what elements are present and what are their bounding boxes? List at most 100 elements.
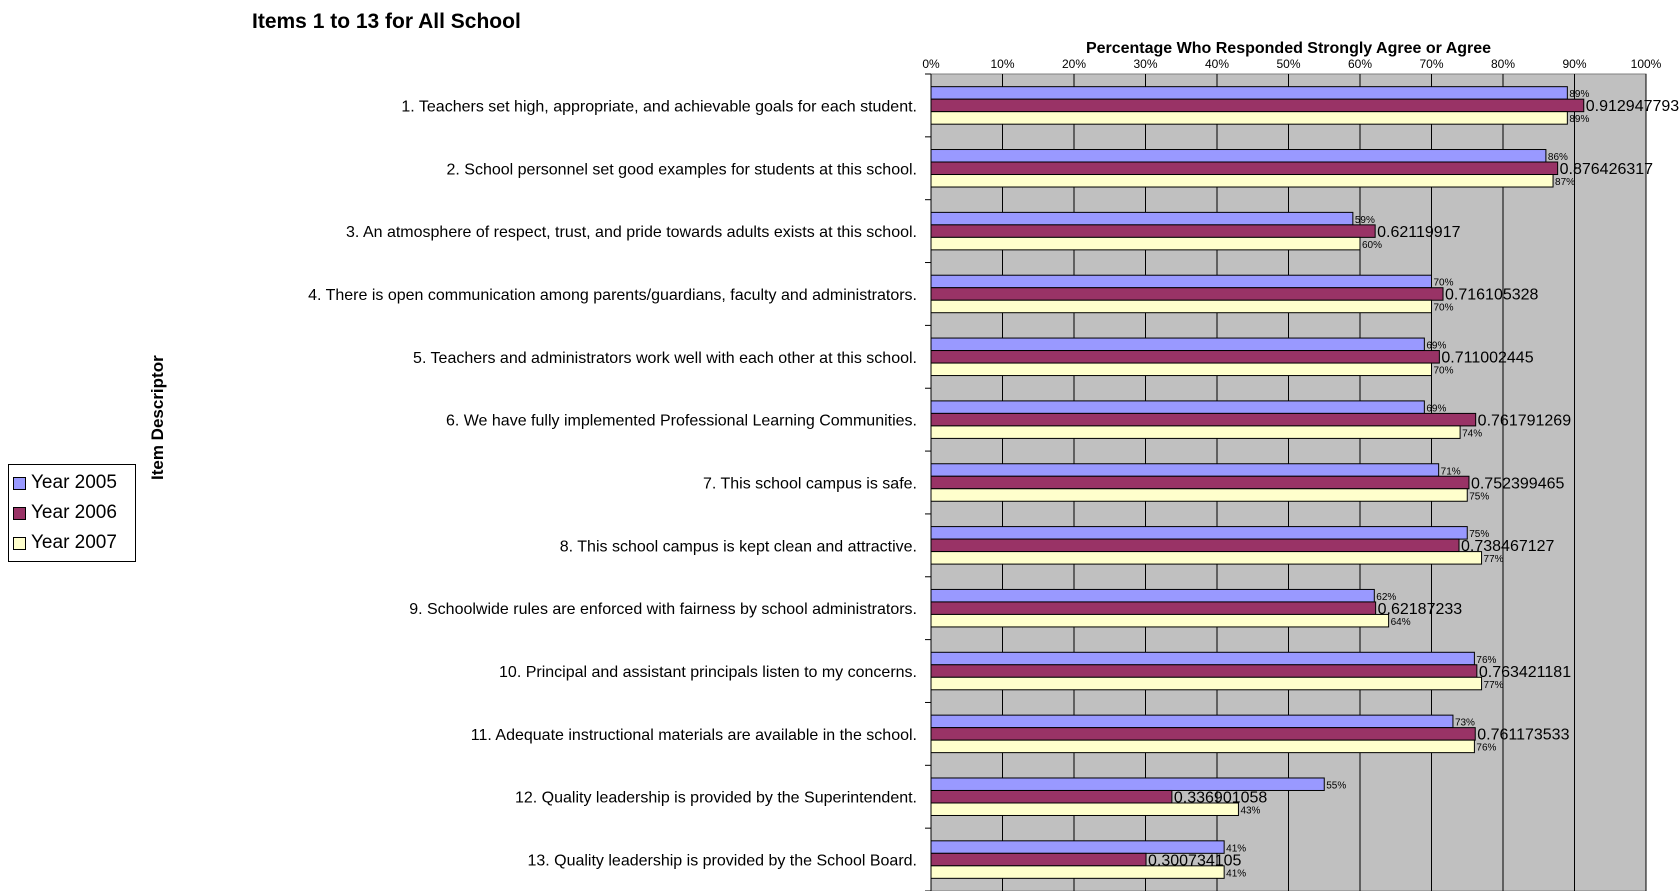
data-label: 70%	[1434, 303, 1454, 314]
bar-year-2007	[930, 551, 1483, 565]
bar-year-2005	[930, 463, 1440, 477]
category-label: 12. Quality leadership is provided by th…	[515, 790, 917, 807]
bar-year-2007	[930, 488, 1468, 502]
bar-year-2005	[930, 400, 1425, 414]
data-label: 0.336901058	[1174, 789, 1268, 806]
data-label: 62%	[1376, 592, 1396, 603]
bar-year-2007	[930, 739, 1475, 754]
data-label: 70%	[1434, 366, 1454, 377]
bar-year-2007	[930, 362, 1432, 377]
legend-swatch-year-2005	[13, 476, 26, 490]
bar-year-2006	[930, 789, 1173, 804]
bar-year-2007	[930, 111, 1568, 125]
bar-year-2007	[930, 174, 1554, 188]
data-label: 76%	[1476, 743, 1496, 754]
legend: Year 2005 Year 2006 Year 2007	[8, 464, 136, 562]
x-tick-label: 10%	[990, 57, 1014, 71]
data-label: 86%	[1548, 152, 1568, 163]
legend-label-year-2005: Year 2005	[31, 472, 117, 493]
legend-label-year-2006: Year 2006	[31, 502, 117, 523]
data-label: 0.763421181	[1479, 664, 1571, 681]
bar-year-2005	[930, 526, 1468, 540]
x-tick-label: 40%	[1205, 57, 1229, 71]
data-label: 0.716105328	[1445, 287, 1539, 304]
bar-year-2006	[930, 727, 1476, 741]
legend-swatch-year-2007	[13, 536, 26, 550]
data-label: 76%	[1476, 655, 1496, 666]
x-tick-label: 100%	[1631, 57, 1662, 71]
bar-year-2007	[930, 802, 1239, 816]
data-label: 0.761173533	[1477, 727, 1569, 744]
data-label: 0.912947793	[1586, 98, 1679, 115]
bar-year-2006	[930, 475, 1470, 490]
category-label: 6. We have fully implemented Professiona…	[446, 413, 917, 430]
bar-year-2007	[930, 299, 1432, 314]
x-tick-label: 60%	[1348, 57, 1372, 71]
bar-year-2006	[930, 287, 1444, 301]
category-label: 3. An atmosphere of respect, trust, and …	[346, 224, 917, 241]
data-label: 0.62187233	[1378, 601, 1463, 618]
data-label: 0.711002445	[1441, 350, 1533, 367]
data-label: 0.752399465	[1471, 475, 1565, 492]
data-label: 69%	[1426, 341, 1446, 352]
bar-year-2005	[930, 337, 1425, 352]
bar-year-2005	[930, 274, 1432, 289]
category-label: 1. Teachers set high, appropriate, and a…	[401, 98, 917, 115]
data-label: 75%	[1469, 529, 1489, 540]
category-label: 7. This school campus is safe.	[703, 476, 917, 493]
legend-item-year-2006: Year 2006	[13, 498, 131, 528]
category-label: 10. Principal and assistant principals l…	[499, 664, 917, 681]
data-label: 0.300734105	[1148, 852, 1242, 869]
legend-item-year-2005: Year 2005	[13, 468, 131, 498]
bar-year-2006	[930, 350, 1440, 364]
category-label: 5. Teachers and administrators work well…	[413, 350, 917, 367]
category-label: 9. Schoolwide rules are enforced with fa…	[409, 601, 917, 618]
data-label: 73%	[1455, 718, 1475, 729]
data-label: 41%	[1226, 843, 1246, 854]
data-label: 64%	[1391, 617, 1411, 628]
bar-year-2005	[930, 211, 1354, 226]
bar-year-2005	[930, 149, 1547, 163]
bar-year-2005	[930, 651, 1475, 666]
x-tick-label: 20%	[1062, 57, 1086, 71]
bar-year-2007	[930, 865, 1225, 879]
data-label: 70%	[1434, 278, 1454, 289]
data-label: 77%	[1484, 554, 1504, 565]
bar-year-2006	[930, 852, 1147, 867]
data-label: 41%	[1226, 868, 1246, 879]
legend-label-year-2007: Year 2007	[31, 532, 117, 553]
data-label: 0.62119917	[1377, 224, 1460, 241]
data-label: 77%	[1484, 680, 1504, 691]
data-label: 75%	[1469, 491, 1489, 502]
data-label: 87%	[1555, 177, 1575, 188]
bar-year-2005	[930, 86, 1568, 100]
data-label: 0.738467127	[1461, 538, 1555, 555]
bar-year-2005	[930, 714, 1454, 729]
bar-year-2006	[930, 601, 1377, 615]
bar-year-2006	[930, 161, 1559, 176]
x-tick-label: 0%	[922, 57, 940, 71]
chart-title: Items 1 to 13 for All School	[252, 10, 521, 33]
bar-year-2006	[930, 98, 1585, 113]
category-label: 11. Adequate instructional materials are…	[471, 727, 917, 744]
bar-year-2007	[930, 236, 1361, 251]
x-axis-title: Percentage Who Responded Strongly Agree …	[1086, 40, 1491, 57]
category-label: 13. Quality leadership is provided by th…	[527, 853, 917, 870]
bar-year-2006	[930, 538, 1460, 553]
data-label: 60%	[1362, 240, 1382, 251]
bar-year-2007	[930, 613, 1390, 628]
x-tick-label: 50%	[1276, 57, 1300, 71]
data-label: 71%	[1441, 466, 1461, 477]
data-label: 43%	[1240, 805, 1260, 816]
bar-year-2006	[930, 224, 1376, 238]
x-tick-label: 80%	[1491, 57, 1515, 71]
x-tick-label: 70%	[1419, 57, 1443, 71]
x-tick-label: 90%	[1562, 57, 1586, 71]
category-label: 8. This school campus is kept clean and …	[560, 538, 917, 555]
data-label: 74%	[1462, 428, 1482, 439]
bar-year-2007	[930, 425, 1461, 439]
data-label: 55%	[1326, 780, 1346, 791]
data-label: 59%	[1355, 215, 1375, 226]
bar-year-2006	[930, 412, 1477, 427]
